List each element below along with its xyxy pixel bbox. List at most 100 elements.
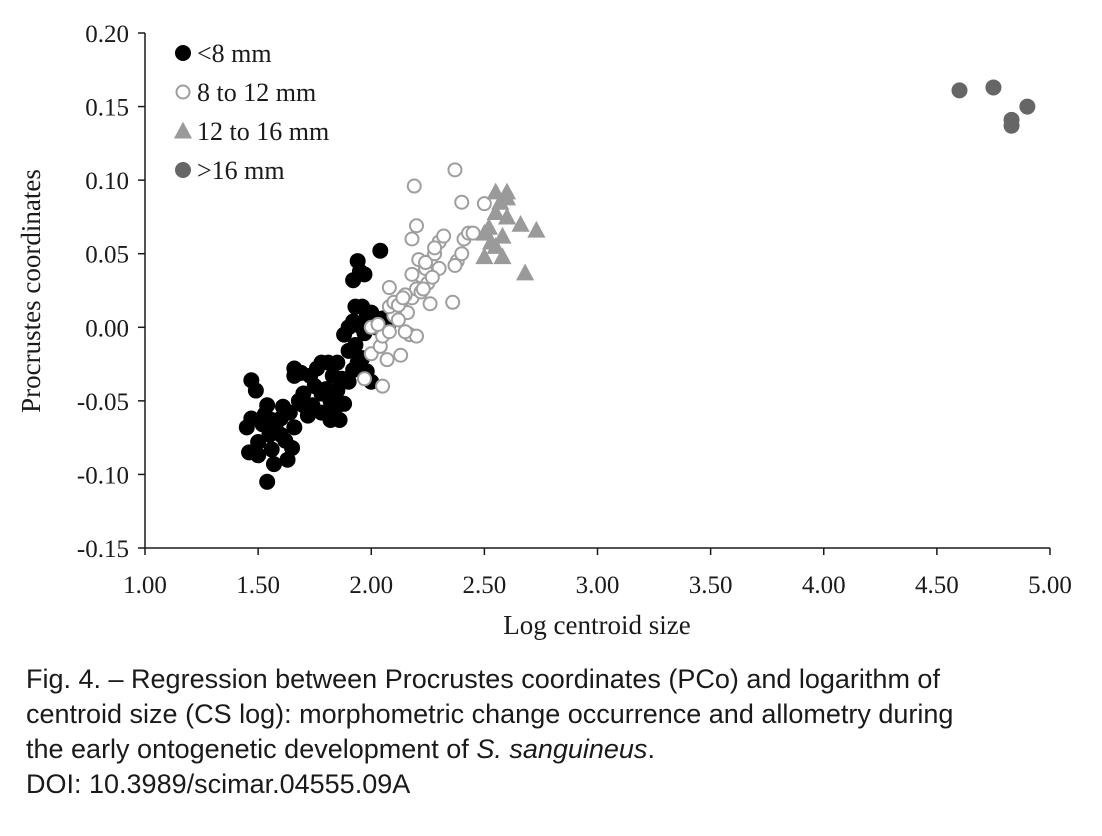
x-tick-group: 1.00 1.50 2.00 2.50 3.00 3.50 4.00 4.50 5.00 — [123, 548, 1072, 599]
data-point — [486, 203, 505, 221]
data-point — [511, 214, 530, 232]
x-tick-label: 4.50 — [915, 572, 959, 599]
legend-label: <8 mm — [197, 39, 272, 68]
data-point — [379, 352, 395, 368]
data-point — [422, 296, 438, 312]
legend-label: 12 to 16 mm — [197, 117, 329, 146]
series-3-points — [475, 182, 546, 281]
data-point — [527, 220, 546, 238]
y-tick-label: 0.05 — [85, 242, 129, 269]
data-point — [295, 397, 312, 414]
data-point — [397, 324, 413, 340]
data-point — [263, 441, 280, 458]
series-2-points — [356, 162, 492, 394]
y-tick-group: 0.20 0.15 0.10 0.05 0.00 -0.05 -0.10 -0.15 — [77, 21, 145, 563]
y-tick-label: 0.20 — [85, 21, 129, 48]
data-point — [247, 382, 264, 399]
data-point — [1019, 98, 1036, 115]
y-tick-label: -0.05 — [77, 389, 129, 416]
data-point — [313, 385, 330, 402]
data-point — [347, 298, 364, 315]
series-4-points — [951, 79, 1036, 134]
data-point — [329, 354, 346, 371]
data-point — [286, 419, 303, 436]
data-point — [259, 473, 276, 490]
data-point — [347, 336, 364, 353]
y-tick-label: -0.15 — [77, 536, 129, 563]
data-point — [406, 178, 422, 194]
data-point — [265, 456, 282, 473]
y-axis-label: Procrustes coordinates — [16, 169, 46, 413]
data-point — [476, 196, 492, 212]
legend: <8 mm 8 to 12 mm 12 to 16 mm >16 mm — [173, 39, 329, 185]
y-tick-label: -0.10 — [77, 462, 129, 489]
x-tick-label: 4.00 — [802, 572, 846, 599]
caption-line-3: the early ontogenetic development of S. … — [26, 732, 1096, 767]
data-point — [409, 218, 424, 234]
data-point — [259, 397, 276, 414]
legend-label: 8 to 12 mm — [197, 78, 316, 107]
legend-label: >16 mm — [197, 156, 285, 185]
data-point — [381, 324, 397, 340]
data-point — [404, 231, 420, 247]
data-point — [445, 294, 461, 310]
data-point — [393, 347, 409, 363]
data-point — [356, 371, 372, 387]
data-point — [250, 447, 267, 464]
x-tick-label: 1.50 — [236, 572, 280, 599]
data-point — [951, 82, 968, 99]
scatter-chart: 0.20 0.15 0.10 0.05 0.00 -0.05 -0.10 -0.15 1.00… — [16, 21, 1072, 640]
data-point — [493, 226, 512, 244]
data-point — [436, 228, 452, 244]
data-point — [370, 316, 386, 332]
data-point — [375, 378, 391, 394]
data-point — [427, 240, 443, 256]
species-name: S. sanguineus — [476, 734, 648, 764]
y-tick-label: 0.15 — [85, 95, 129, 122]
data-point — [447, 162, 463, 178]
data-point — [284, 439, 301, 456]
caption-line-3-suffix: . — [647, 734, 655, 764]
data-point — [263, 411, 280, 428]
data-point — [395, 290, 411, 306]
x-tick-label: 2.00 — [349, 572, 393, 599]
caption-line-2: centroid size (CS log): morphometric cha… — [26, 699, 954, 729]
data-points — [238, 79, 1036, 490]
x-tick-label: 5.00 — [1028, 572, 1072, 599]
data-point — [482, 232, 501, 250]
data-point — [424, 269, 440, 285]
x-tick-label: 3.50 — [689, 572, 733, 599]
data-point — [497, 188, 517, 206]
data-point — [372, 242, 389, 259]
data-point — [454, 246, 470, 262]
data-point — [272, 426, 289, 443]
caption-doi: DOI: 10.3989/scimar.04555.09A — [26, 769, 411, 799]
data-point — [418, 255, 434, 271]
legend-marker — [175, 162, 191, 178]
figure-caption: Fig. 4. – Regression between Procrustes … — [26, 662, 1096, 802]
x-tick-label: 3.00 — [576, 572, 620, 599]
series-1-points — [238, 242, 398, 490]
legend-marker — [173, 121, 193, 139]
data-point — [493, 247, 512, 265]
y-tick-label: 0.10 — [85, 168, 129, 195]
data-point — [475, 223, 494, 241]
data-point — [447, 257, 463, 273]
caption-line-3-prefix: the early ontogenetic development of — [26, 734, 477, 764]
data-point — [327, 400, 344, 417]
legend-marker — [175, 84, 191, 100]
caption-line-1: Fig. 4. – Regression between Procrustes … — [26, 664, 940, 694]
data-point — [497, 207, 517, 225]
data-point — [475, 247, 494, 265]
x-tick-label: 2.50 — [463, 572, 507, 599]
data-point — [356, 266, 373, 283]
data-point — [415, 281, 431, 297]
data-point — [390, 312, 406, 328]
data-point — [1003, 117, 1020, 134]
data-point — [454, 194, 470, 210]
data-point — [985, 79, 1002, 96]
data-point — [516, 263, 535, 281]
data-point — [404, 266, 420, 282]
data-point — [281, 404, 298, 421]
x-tick-label: 1.00 — [123, 572, 167, 599]
